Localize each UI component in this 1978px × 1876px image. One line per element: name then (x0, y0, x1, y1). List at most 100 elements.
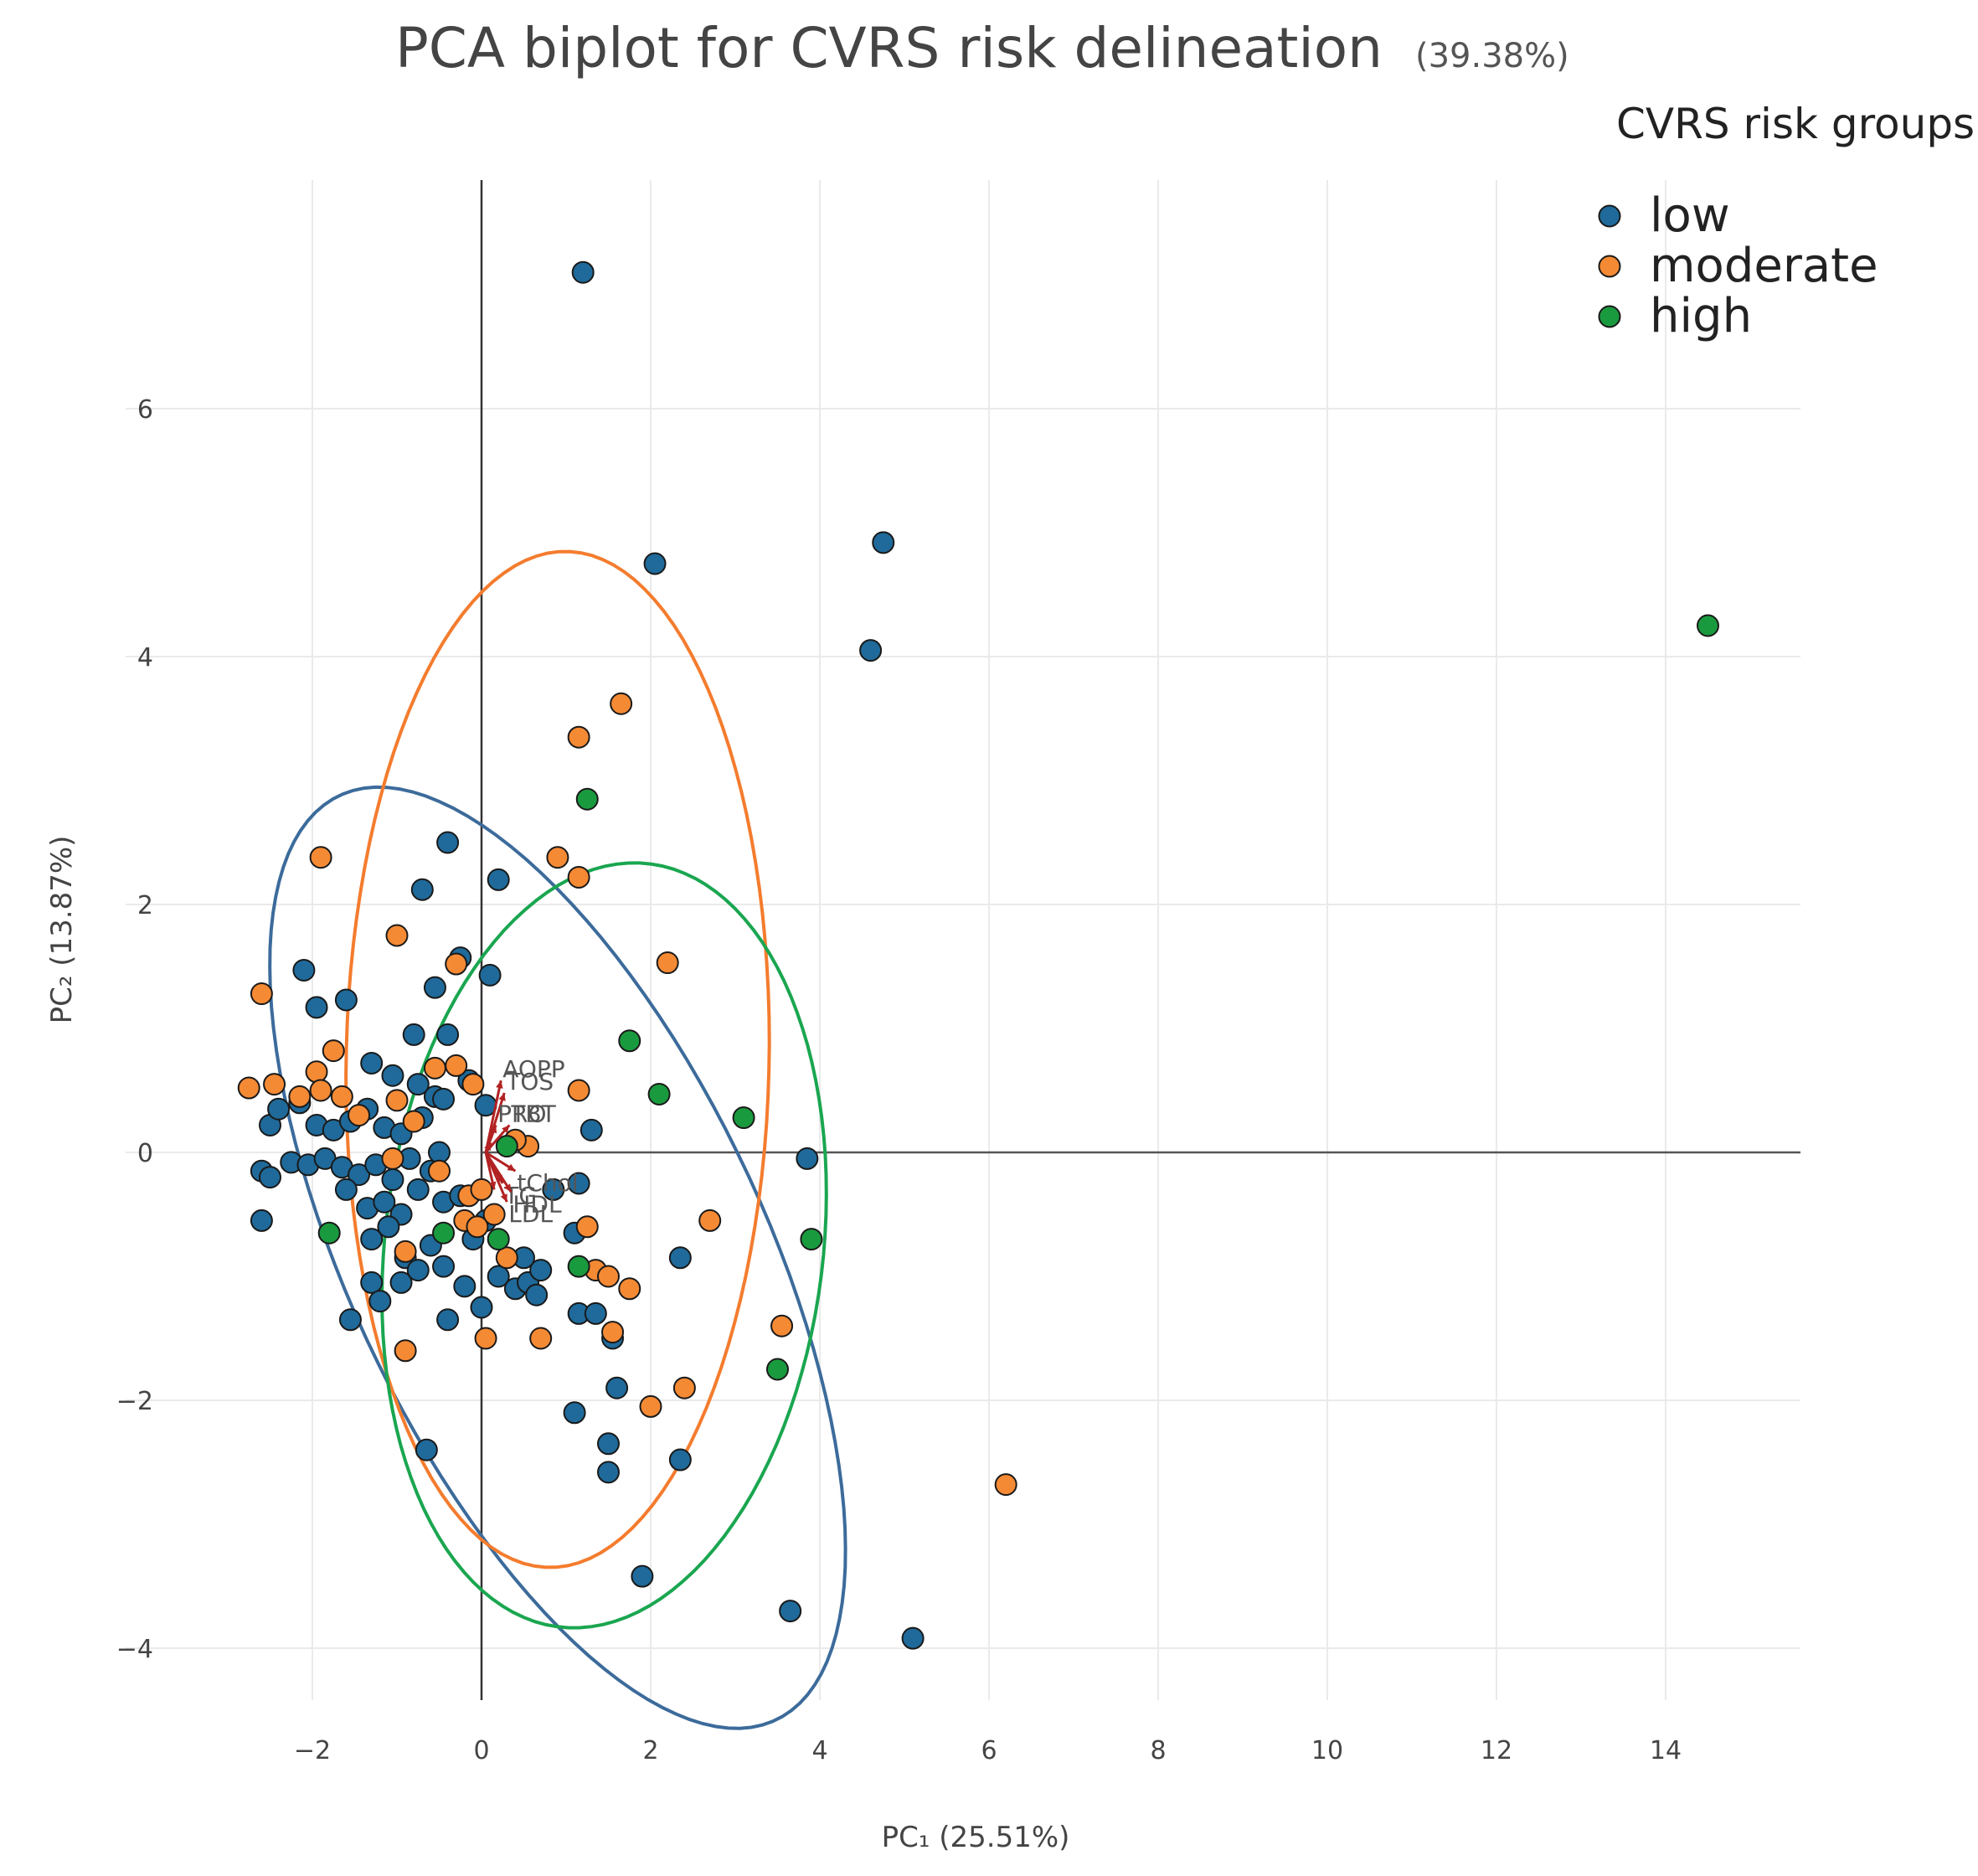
point-moderate[interactable] (567, 725, 590, 749)
point-moderate[interactable] (330, 1085, 353, 1108)
point-low[interactable] (597, 1432, 620, 1456)
point-moderate[interactable] (309, 1079, 332, 1102)
point-moderate[interactable] (461, 1073, 485, 1096)
point-moderate[interactable] (567, 1079, 590, 1102)
point-moderate[interactable] (322, 1039, 345, 1063)
point-low[interactable] (250, 1209, 273, 1232)
point-moderate[interactable] (250, 982, 273, 1006)
point-low[interactable] (406, 1178, 430, 1201)
point-moderate[interactable] (698, 1209, 722, 1232)
point-moderate[interactable] (348, 1104, 371, 1127)
point-low[interactable] (859, 639, 883, 662)
point-moderate[interactable] (428, 1159, 451, 1183)
point-low[interactable] (571, 260, 595, 284)
point-moderate[interactable] (770, 1314, 794, 1337)
point-low[interactable] (381, 1064, 404, 1087)
point-low[interactable] (334, 988, 358, 1012)
point-low[interactable] (436, 1023, 460, 1046)
point-low[interactable] (360, 1270, 384, 1294)
point-moderate[interactable] (639, 1394, 662, 1418)
point-moderate[interactable] (466, 1215, 489, 1239)
point-moderate[interactable] (994, 1473, 1017, 1497)
point-moderate[interactable] (288, 1085, 312, 1108)
point-low[interactable] (259, 1166, 281, 1189)
point-moderate[interactable] (672, 1376, 696, 1399)
point-low[interactable] (487, 1265, 510, 1288)
point-low[interactable] (643, 552, 667, 575)
point-high[interactable] (732, 1106, 755, 1130)
point-low[interactable] (470, 1296, 493, 1319)
point-low[interactable] (368, 1290, 392, 1313)
point-high[interactable] (800, 1228, 823, 1251)
point-low[interactable] (360, 1228, 384, 1251)
point-low[interactable] (668, 1246, 692, 1270)
point-moderate[interactable] (423, 1056, 446, 1080)
point-low[interactable] (487, 868, 510, 891)
point-moderate[interactable] (445, 1054, 468, 1077)
point-low[interactable] (529, 1259, 553, 1282)
point-low[interactable] (901, 1626, 925, 1650)
point-low[interactable] (402, 1023, 425, 1046)
point-low[interactable] (423, 976, 446, 999)
point-moderate[interactable] (601, 1321, 625, 1344)
point-low[interactable] (668, 1448, 692, 1471)
point-high[interactable] (1697, 614, 1719, 637)
point-low[interactable] (267, 1097, 291, 1121)
point-low[interactable] (360, 1051, 384, 1075)
point-moderate[interactable] (470, 1178, 493, 1201)
point-high[interactable] (487, 1228, 510, 1251)
point-low[interactable] (410, 878, 434, 901)
point-low[interactable] (334, 1178, 358, 1201)
point-moderate[interactable] (305, 1060, 328, 1084)
point-moderate[interactable] (263, 1073, 286, 1096)
point-high[interactable] (432, 1221, 456, 1245)
point-moderate[interactable] (402, 1110, 425, 1133)
point-high[interactable] (317, 1221, 341, 1245)
point-low[interactable] (478, 963, 502, 987)
point-moderate[interactable] (385, 924, 409, 947)
point-low[interactable] (338, 1308, 362, 1332)
point-low[interactable] (381, 1168, 404, 1192)
point-moderate[interactable] (385, 1089, 409, 1112)
point-low[interactable] (415, 1438, 438, 1461)
point-moderate[interactable] (381, 1147, 404, 1170)
point-low[interactable] (567, 1172, 590, 1195)
point-low[interactable] (542, 1178, 565, 1201)
point-moderate[interactable] (394, 1339, 417, 1363)
point-moderate[interactable] (394, 1240, 417, 1263)
point-moderate[interactable] (474, 1327, 497, 1350)
point-high[interactable] (495, 1135, 518, 1158)
point-low[interactable] (432, 1087, 456, 1111)
point-moderate[interactable] (529, 1327, 553, 1350)
point-moderate[interactable] (445, 952, 468, 976)
point-low[interactable] (796, 1147, 819, 1170)
point-low[interactable] (779, 1600, 802, 1623)
point-low[interactable] (436, 831, 460, 854)
point-high[interactable] (567, 1255, 590, 1278)
point-low[interactable] (563, 1401, 586, 1425)
point-low[interactable] (406, 1259, 430, 1282)
point-moderate[interactable] (495, 1246, 518, 1270)
point-moderate[interactable] (309, 846, 332, 869)
point-low[interactable] (872, 531, 895, 554)
point-low[interactable] (584, 1301, 607, 1325)
point-high[interactable] (766, 1358, 789, 1381)
point-low[interactable] (348, 1163, 371, 1187)
point-moderate[interactable] (618, 1277, 641, 1301)
point-low[interactable] (579, 1118, 603, 1142)
point-low[interactable] (453, 1275, 476, 1298)
point-high[interactable] (647, 1082, 671, 1106)
point-low[interactable] (525, 1283, 549, 1306)
point-moderate[interactable] (482, 1203, 506, 1226)
point-low[interactable] (436, 1308, 460, 1332)
point-low[interactable] (389, 1270, 413, 1294)
point-moderate[interactable] (610, 692, 633, 715)
point-high[interactable] (575, 787, 599, 811)
point-low[interactable] (406, 1073, 430, 1096)
point-low[interactable] (373, 1190, 396, 1214)
point-low[interactable] (292, 958, 316, 982)
point-low[interactable] (597, 1461, 620, 1484)
point-moderate[interactable] (237, 1076, 260, 1100)
point-moderate[interactable] (597, 1265, 620, 1288)
